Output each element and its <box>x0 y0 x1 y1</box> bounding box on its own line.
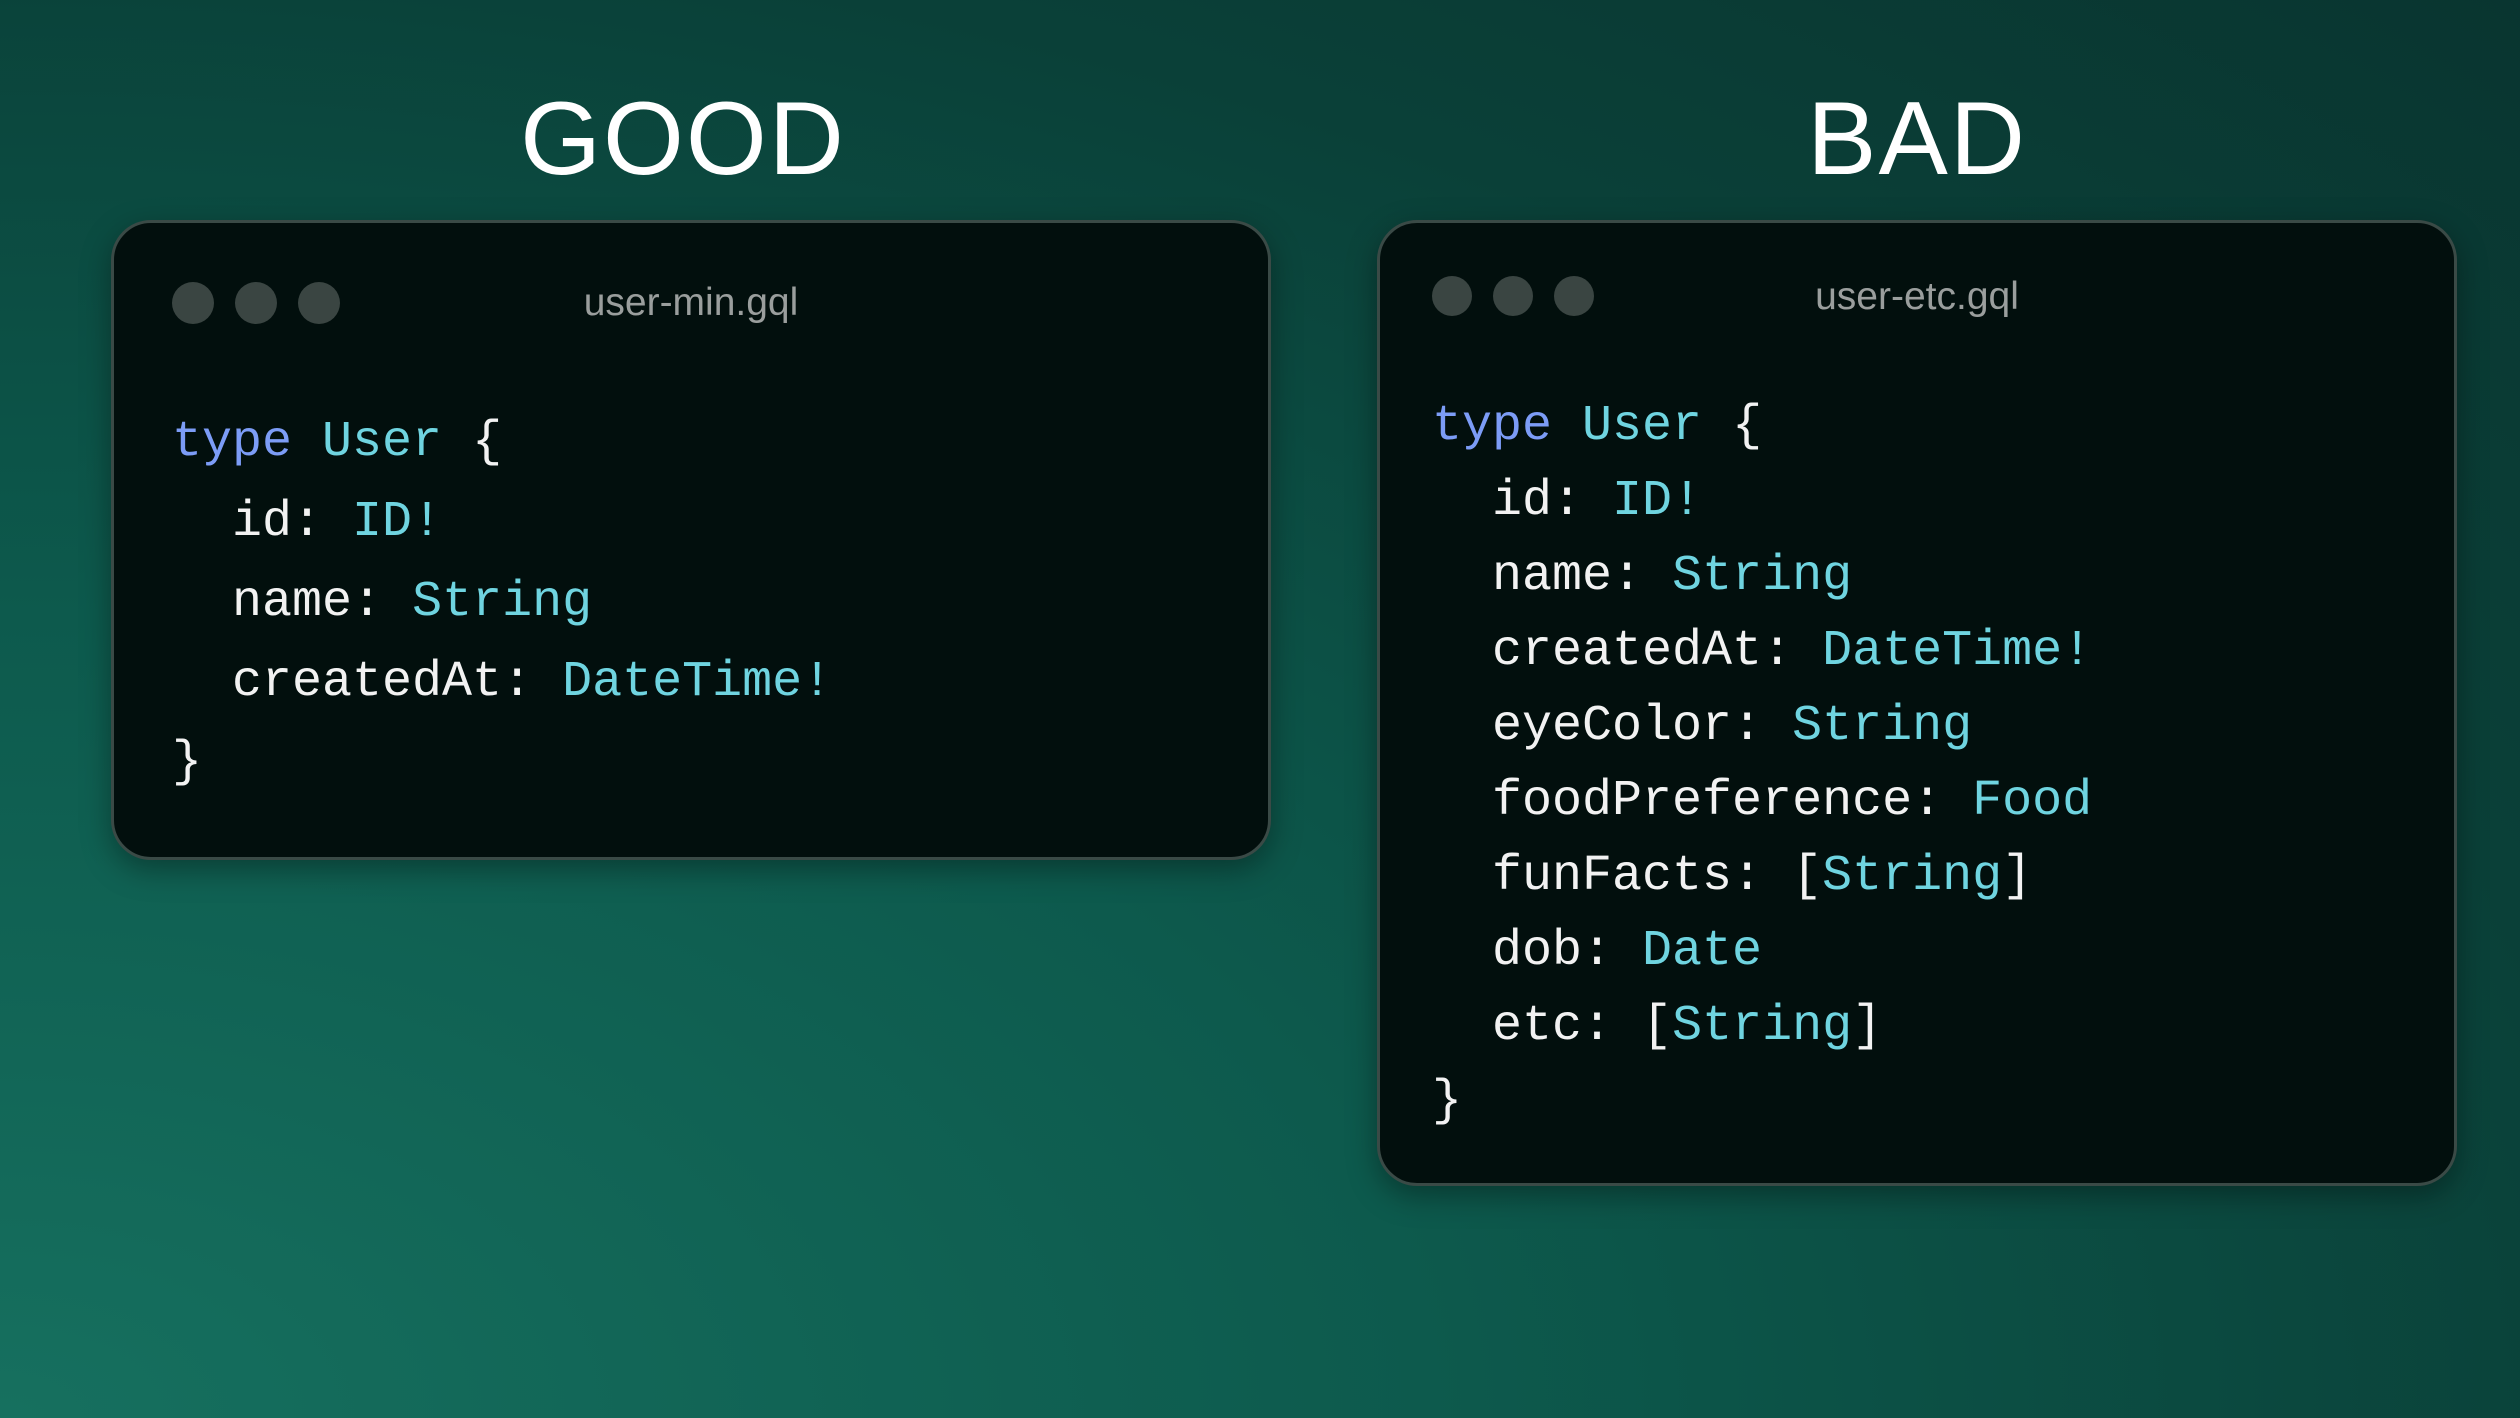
field-line: name: String <box>232 574 593 631</box>
field-name: etc <box>1492 998 1583 1055</box>
code-block: type User { id: ID! name: String created… <box>1432 389 2092 1139</box>
minimize-dot-icon[interactable] <box>235 282 277 324</box>
field-name: eyeColor <box>1492 698 1733 755</box>
minimize-dot-icon[interactable] <box>1493 276 1533 316</box>
field-name: id <box>1492 473 1553 530</box>
field-line: createdAt: DateTime! <box>1492 623 2093 680</box>
field-name: name <box>232 574 353 631</box>
close-brace: } <box>1432 1073 1463 1130</box>
field-type: String <box>1672 548 1853 605</box>
field-type: Date <box>1642 923 1763 980</box>
field-line: etc: [String] <box>1492 998 1883 1055</box>
field-type: String <box>412 574 593 631</box>
maximize-dot-icon[interactable] <box>298 282 340 324</box>
field-line: funFacts: [String] <box>1492 848 2033 905</box>
field-name: createdAt <box>232 654 503 711</box>
field-name: id <box>232 494 293 551</box>
good-heading: GOOD <box>520 81 846 197</box>
field-line: eyeColor: String <box>1492 698 1973 755</box>
open-brace: { <box>442 414 503 471</box>
field-line: dob: Date <box>1492 923 1763 980</box>
field-line: name: String <box>1492 548 1853 605</box>
field-type: String <box>1822 848 2003 905</box>
close-dot-icon[interactable] <box>1432 276 1472 316</box>
bad-heading: BAD <box>1807 81 2027 197</box>
window-controls <box>1432 276 1594 316</box>
keyword: type <box>172 414 293 471</box>
field-line: createdAt: DateTime! <box>232 654 833 711</box>
field-name: dob <box>1492 923 1583 980</box>
field-line: foodPreference: Food <box>1492 773 2093 830</box>
code-line: type User { <box>1432 389 2092 464</box>
field-type: String <box>1672 998 1853 1055</box>
bad-code-window: user-etc.gql type User { id: ID! name: S… <box>1377 220 2457 1186</box>
field-name: name <box>1492 548 1613 605</box>
open-brace: { <box>1702 398 1763 455</box>
field-line: id: ID! <box>232 494 443 551</box>
field-type: DateTime! <box>562 654 833 711</box>
field-name: createdAt <box>1492 623 1763 680</box>
field-type: Food <box>1972 773 2093 830</box>
code-line: type User { <box>172 403 832 483</box>
maximize-dot-icon[interactable] <box>1554 276 1594 316</box>
field-type: ID! <box>352 494 443 551</box>
field-type: DateTime! <box>1822 623 2093 680</box>
close-brace: } <box>172 734 203 791</box>
type-name: User <box>322 414 443 471</box>
window-controls <box>172 282 340 324</box>
field-name: foodPreference <box>1492 773 1913 830</box>
keyword: type <box>1432 398 1553 455</box>
type-name: User <box>1582 398 1703 455</box>
field-name: funFacts <box>1492 848 1733 905</box>
field-line: id: ID! <box>1492 473 1703 530</box>
close-dot-icon[interactable] <box>172 282 214 324</box>
filename: user-etc.gql <box>1815 275 2019 318</box>
field-type: ID! <box>1612 473 1703 530</box>
code-block: type User { id: ID! name: String created… <box>172 403 832 803</box>
field-type: String <box>1792 698 1973 755</box>
good-code-window: user-min.gql type User { id: ID! name: S… <box>111 220 1271 860</box>
filename: user-min.gql <box>583 281 799 324</box>
